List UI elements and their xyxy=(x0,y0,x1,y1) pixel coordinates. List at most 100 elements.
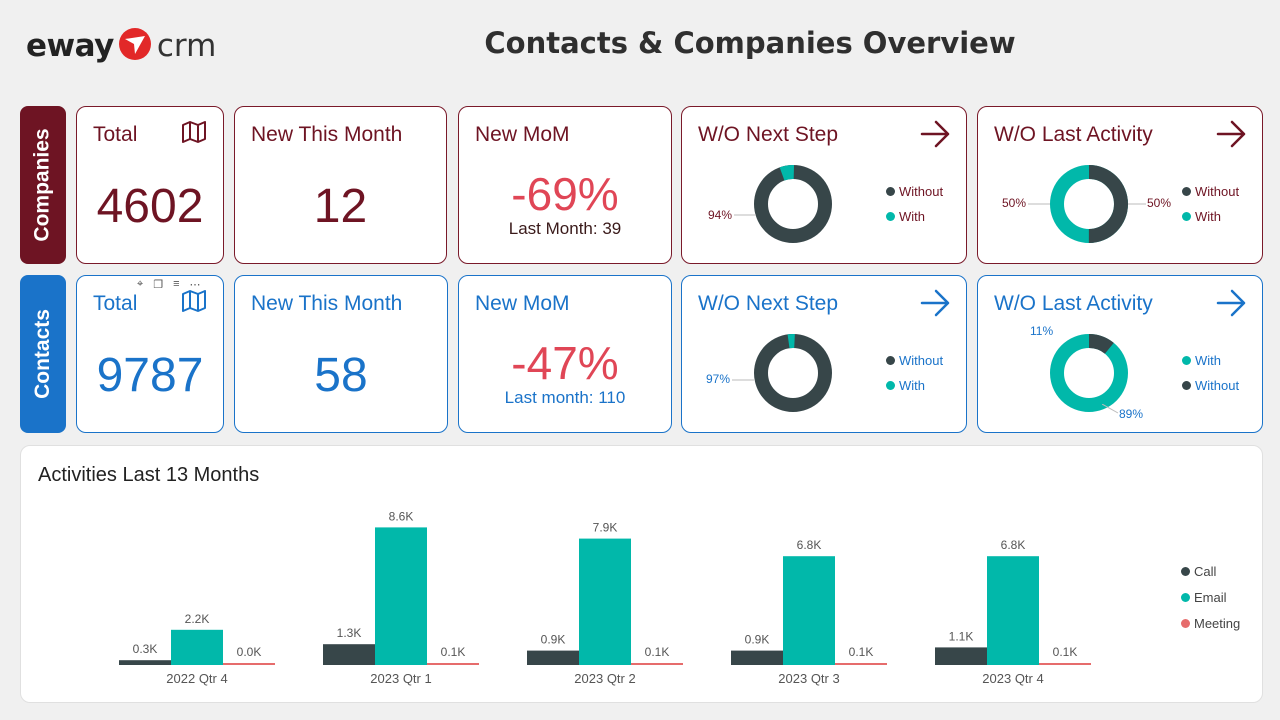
x-axis-label: 2023 Qtr 2 xyxy=(574,671,635,686)
card-title: New This Month xyxy=(251,123,403,146)
legend-item: With xyxy=(886,373,943,398)
legend-dot xyxy=(1181,618,1190,628)
legend-item: With xyxy=(1182,348,1239,373)
card-title: Total xyxy=(93,123,138,146)
card-title: W/O Next Step xyxy=(698,123,839,146)
data-label: 0.9K xyxy=(541,633,566,647)
companies-last-month: Last Month: 39 xyxy=(508,219,622,238)
data-label: 1.1K xyxy=(949,629,974,643)
leader-line xyxy=(732,379,754,381)
legend-dot xyxy=(1181,566,1190,576)
pin-icon[interactable]: ⌖ xyxy=(137,278,144,290)
section-label-companies: Companies xyxy=(20,106,66,264)
bar-email xyxy=(375,527,427,665)
contacts-new-mom-card[interactable]: New MoM -47% Last month: 110 xyxy=(458,275,672,433)
legend-item: With xyxy=(1182,204,1239,229)
legend-item-email: Email xyxy=(1181,584,1240,610)
arrow-right-icon[interactable] xyxy=(1214,286,1248,325)
legend-dot xyxy=(1181,592,1190,602)
legend-dot xyxy=(1182,212,1191,221)
data-label: 0.1K xyxy=(645,645,670,659)
companies-new-mom-card[interactable]: New MoM -69% Last Month: 39 xyxy=(458,106,672,264)
arrow-right-icon[interactable] xyxy=(918,117,952,156)
chart-title: Activities Last 13 Months xyxy=(38,464,260,486)
bar-meeting xyxy=(631,663,683,665)
data-label: 6.8K xyxy=(1001,538,1026,552)
legend-dot xyxy=(1182,187,1191,196)
bar-meeting xyxy=(835,663,887,665)
more-options-icon[interactable]: ⋯ xyxy=(189,279,201,291)
logo-text-crm: crm xyxy=(156,28,217,64)
legend-item: Without xyxy=(886,348,943,373)
leader-line xyxy=(734,214,756,216)
activities-bar-chart: 0.3K 2.2K 0.0K 2022 Qtr 4 1.3K 8.6K 0.1K 2023 Q… xyxy=(119,509,1091,686)
companies-new-this-month-card[interactable]: New This Month 12 xyxy=(234,106,447,264)
card-title: New MoM xyxy=(475,292,570,315)
companies-wo-last-activity-card[interactable]: W/O Last Activity 50% 50% Without With xyxy=(977,106,1263,264)
companies-total-value: 4602 xyxy=(96,180,204,233)
bar-email xyxy=(783,556,835,665)
legend-dot xyxy=(886,356,895,365)
chart-legend: Call Email Meeting xyxy=(1181,558,1240,636)
legend-item-call: Call xyxy=(1181,558,1240,584)
bar-call xyxy=(119,660,171,665)
companies-new-this-month-value: 12 xyxy=(313,180,368,233)
legend-dot xyxy=(1182,356,1191,365)
contacts-total-value: 9787 xyxy=(96,349,204,402)
contacts-total-card[interactable]: Total 9787 xyxy=(76,275,224,433)
companies-total-card[interactable]: Total 4602 xyxy=(76,106,224,264)
donut-label-left: 50% xyxy=(1002,196,1027,210)
data-label: 0.1K xyxy=(441,645,466,659)
x-axis-label: 2022 Qtr 4 xyxy=(166,671,227,686)
card-title: Total xyxy=(93,292,138,315)
data-label: 0.9K xyxy=(745,633,770,647)
card-title: W/O Next Step xyxy=(698,292,839,315)
section-label-contacts: Contacts xyxy=(20,275,66,433)
donut-label-right: 50% xyxy=(1147,196,1172,210)
eway-crm-logo: eway crm xyxy=(26,26,216,66)
contacts-wo-next-step-card[interactable]: W/O Next Step 97% Without With xyxy=(681,275,967,433)
legend-item-meeting: Meeting xyxy=(1181,610,1240,636)
contacts-mom-value: -47% xyxy=(511,337,619,389)
contacts-new-this-month-card[interactable]: New This Month 58 xyxy=(234,275,448,433)
arrow-right-icon[interactable] xyxy=(918,286,952,325)
leader-line xyxy=(1028,203,1050,205)
copy-icon[interactable]: ❐ xyxy=(153,279,164,291)
legend-dot xyxy=(886,381,895,390)
bar-email xyxy=(579,538,631,665)
data-label: 8.6K xyxy=(389,509,414,523)
contacts-wo-last-activity-card[interactable]: W/O Last Activity 11% 89% With Without xyxy=(977,275,1263,433)
arrow-right-icon[interactable] xyxy=(1214,117,1248,156)
page-title: Contacts & Companies Overview xyxy=(484,26,1016,60)
contacts-new-this-month-value: 58 xyxy=(314,349,368,402)
donut-label-top: 11% xyxy=(1030,324,1054,338)
bar-meeting xyxy=(1039,663,1091,665)
bar-call xyxy=(323,644,375,665)
leader-line xyxy=(1128,203,1146,205)
data-label: 0.0K xyxy=(237,645,262,659)
legend-dot xyxy=(886,212,895,221)
donut-chart xyxy=(1050,334,1128,412)
card-title: W/O Last Activity xyxy=(994,292,1153,315)
logo-text-eway: eway xyxy=(26,28,114,64)
companies-wo-next-step-card[interactable]: W/O Next Step 94% Without With xyxy=(681,106,967,264)
filter-icon[interactable]: ≡ xyxy=(173,278,180,290)
bar-call xyxy=(935,647,987,665)
legend-dot xyxy=(886,187,895,196)
bar-call xyxy=(527,650,579,665)
data-label: 2.2K xyxy=(185,612,210,626)
donut-chart xyxy=(754,334,832,412)
bar-meeting xyxy=(427,663,479,665)
donut-label-bottom: 89% xyxy=(1119,407,1144,421)
map-icon[interactable] xyxy=(181,290,207,317)
legend-dot xyxy=(1182,381,1191,390)
map-icon[interactable] xyxy=(181,121,207,148)
contacts-last-month: Last month: 110 xyxy=(504,388,626,407)
activities-chart-panel[interactable]: Activities Last 13 Months 0.3K 2.2K 0.0K 20… xyxy=(20,445,1263,703)
chart-legend: With Without xyxy=(1182,348,1239,398)
card-title: W/O Last Activity xyxy=(994,123,1153,146)
data-label: 0.3K xyxy=(133,642,158,656)
legend-item: With xyxy=(886,204,943,229)
bar-email xyxy=(987,556,1039,665)
bar-call xyxy=(731,650,783,665)
